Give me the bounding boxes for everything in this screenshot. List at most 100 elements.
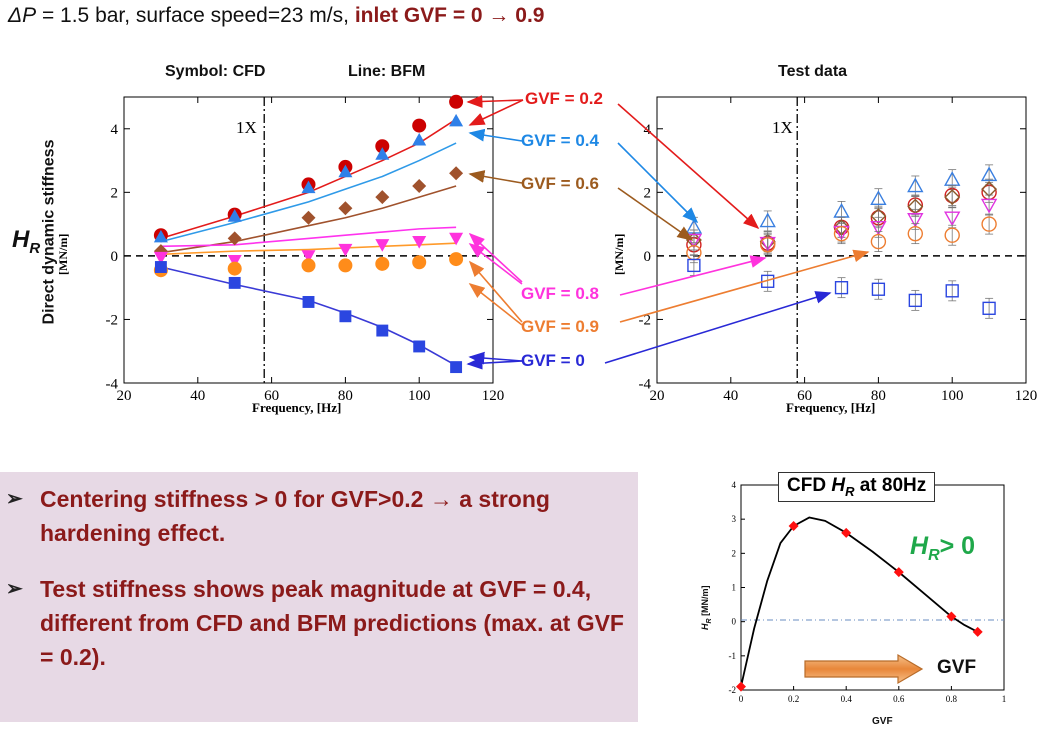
hr-label-main: H xyxy=(12,226,30,253)
cfd-point xyxy=(338,164,353,178)
hr-point xyxy=(841,527,852,538)
cfd-point xyxy=(375,256,390,271)
callout-gvf-0: GVF = 0 xyxy=(521,351,585,370)
test-point xyxy=(945,284,959,298)
callout-arrow xyxy=(468,243,523,285)
right-plot-1x-label: 1X xyxy=(772,118,793,137)
y-tick-label: 0 xyxy=(111,249,119,265)
headline-conditions: = 1.5 bar, surface speed=23 m/s, xyxy=(36,4,355,27)
test-point xyxy=(944,189,961,206)
inset-ylabel: HR [MN/m] xyxy=(700,585,713,630)
cfd-point xyxy=(449,166,464,181)
left-plot-yunit: [MN/m] xyxy=(56,233,70,275)
cfd-point xyxy=(301,250,316,263)
callout-gvf-0-6: GVF = 0.6 xyxy=(521,174,599,193)
y-tick-label: 0 xyxy=(644,249,652,265)
y-tick-label: 3 xyxy=(732,514,737,524)
inset-annotation-h: H xyxy=(910,532,929,560)
test-point xyxy=(871,282,886,296)
bullet-arrow-icon: ➢ xyxy=(6,578,23,600)
test-point xyxy=(870,233,887,250)
hr-label: HR xyxy=(12,226,40,257)
callout-gvf-0-8: GVF = 0.8 xyxy=(521,284,599,303)
callout-gvf-0-2: GVF = 0.2 xyxy=(525,89,603,108)
x-tick-label: 80 xyxy=(338,388,353,404)
headline-gvf-range: inlet GVF = 0 → 0.9 xyxy=(354,4,545,27)
test-point xyxy=(907,213,924,228)
left-plot-title-symbol: Symbol: CFD xyxy=(165,63,266,80)
hr-point xyxy=(946,611,957,622)
test-point xyxy=(870,220,887,236)
test-point xyxy=(833,225,850,242)
x-tick-label: 120 xyxy=(482,388,505,404)
cfd-point xyxy=(375,239,390,252)
cfd-point xyxy=(412,255,427,270)
cfd-point xyxy=(301,180,316,194)
x-tick-label: 40 xyxy=(190,388,205,404)
cfd-point xyxy=(449,232,464,246)
y-tick-label: 2 xyxy=(732,548,737,558)
cfd-point xyxy=(339,310,352,323)
x-tick-label: 20 xyxy=(117,388,132,404)
cfd-point xyxy=(412,118,427,133)
cfd-point xyxy=(412,178,427,193)
inset-ylabel-h: H xyxy=(700,623,710,631)
right-plot-xlabel: Frequency, [Hz] xyxy=(786,400,876,415)
cfd-point xyxy=(412,132,427,146)
x-tick-label: 120 xyxy=(1015,388,1038,404)
right-plot-yunit: [MN/m] xyxy=(612,233,626,275)
y-tick-label: -1 xyxy=(729,651,737,661)
cfd-point xyxy=(227,231,242,246)
right-plot-title: Test data xyxy=(778,63,848,80)
test-point xyxy=(982,301,996,315)
inset-title-h: H xyxy=(831,475,846,496)
cfd-point xyxy=(375,139,390,154)
inset-title-sub: R xyxy=(845,483,855,499)
y-tick-label: -2 xyxy=(729,685,737,695)
cfd-point xyxy=(338,201,353,216)
x-tick-label: 60 xyxy=(264,388,279,404)
cfd-point xyxy=(413,340,426,353)
bullet-text: Test stiffness shows peak magnitude at G… xyxy=(40,576,624,670)
cfd-point xyxy=(153,229,168,243)
callout-arrow xyxy=(468,283,523,326)
test-point xyxy=(760,237,776,253)
hr-label-sub: R xyxy=(29,239,41,257)
y-tick-label: -4 xyxy=(106,376,119,392)
y-tick-label: -4 xyxy=(639,376,652,392)
cfd-point xyxy=(376,324,389,337)
callout-arrows xyxy=(466,95,870,370)
cfd-point xyxy=(302,296,315,308)
x-tick-label: 80 xyxy=(871,388,886,404)
x-tick-label: 0.8 xyxy=(946,694,958,704)
y-tick-label: 2 xyxy=(111,186,119,202)
cfd-point xyxy=(412,235,427,249)
test-point xyxy=(944,211,961,227)
test-point xyxy=(944,227,960,243)
callout-arrow xyxy=(617,142,699,224)
callout-arrow xyxy=(468,232,523,283)
cfd-point xyxy=(338,243,353,257)
left-plot-1x-label: 1X xyxy=(236,118,257,137)
test-point xyxy=(870,190,887,205)
x-tick-label: 60 xyxy=(797,388,812,404)
cfd-point xyxy=(375,190,390,205)
gvf-increase-arrow-icon xyxy=(804,653,924,685)
hr-point xyxy=(893,567,904,578)
inset-plot: 0 0.2 0.4 0.6 0.8 1 -2 -1 0 1 2 3 4 xyxy=(729,480,1007,704)
test-point xyxy=(908,293,922,308)
callout-arrow xyxy=(619,249,870,323)
callout-arrow xyxy=(468,170,523,184)
bfm-line xyxy=(160,266,457,367)
cfd-point xyxy=(227,209,242,222)
callout-arrow xyxy=(466,356,523,370)
plot-frame xyxy=(123,96,494,384)
x-tick-label: 100 xyxy=(408,388,431,404)
callout-arrow xyxy=(617,103,760,230)
cfd-point xyxy=(227,261,242,276)
delta-p-symbol: ΔP xyxy=(8,4,37,27)
left-plot: 20 40 60 80 100 120 -4 -2 0 2 4 xyxy=(106,94,505,404)
left-plot-xlabel: Frequency, [Hz] xyxy=(252,400,342,415)
hr-point xyxy=(788,521,799,531)
